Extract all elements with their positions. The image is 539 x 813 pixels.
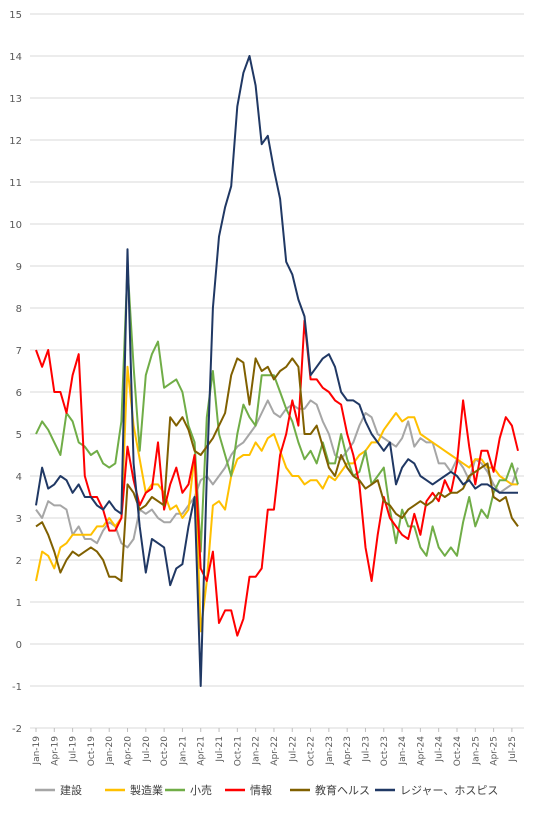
x-tick-label: Oct-19: [87, 736, 97, 767]
x-tick-label: Apr-21: [197, 736, 207, 766]
x-tick-label: Apr-25: [490, 736, 500, 766]
series-lines: [35, 55, 519, 687]
y-tick-label: 1: [16, 598, 22, 609]
x-tick-label: Jan-25: [471, 736, 481, 766]
legend-label: 製造業: [130, 783, 163, 797]
x-tick-label: Apr-23: [343, 736, 353, 766]
x-tick-label: Jul-21: [215, 736, 225, 763]
series-line-2: [35, 265, 519, 557]
y-tick-label: 9: [16, 262, 22, 273]
x-tick-label: Apr-19: [50, 736, 60, 766]
x-axis-ticks: Jan-19 Apr-19 Jul-19 Oct-19 Jan-20 Apr-20 Jul-…: [32, 728, 518, 766]
x-tick-label: Jan-19: [32, 736, 42, 766]
y-tick-label: 3: [16, 514, 22, 525]
series-line-5: [35, 55, 518, 687]
y-tick-label: -1: [12, 682, 22, 693]
y-tick-label: 12: [9, 136, 22, 147]
series-line-1: [35, 365, 518, 633]
legend-item: 建設: [35, 783, 82, 797]
x-tick-label: Oct-24: [453, 736, 463, 767]
legend-label: 教育ヘルス: [315, 783, 370, 797]
legend: 建設 製造業 小売 情報 教育ヘルス レジャー、ホスピス: [35, 783, 498, 797]
x-tick-label: Oct-22: [307, 736, 317, 766]
x-tick-label: Apr-22: [270, 736, 280, 766]
x-tick-label: Jan-20: [105, 736, 115, 766]
x-tick-label: Jan-24: [398, 736, 408, 766]
series-line-4: [35, 357, 519, 582]
y-tick-label: 6: [16, 388, 22, 399]
legend-label: 情報: [250, 784, 272, 797]
y-tick-label: 10: [9, 220, 22, 231]
legend-item: 教育ヘルス: [290, 783, 370, 797]
x-tick-label: Jan-21: [178, 736, 188, 766]
x-tick-label: Jan-23: [325, 736, 335, 766]
y-tick-label: 14: [9, 52, 22, 63]
x-tick-label: Apr-24: [416, 736, 426, 766]
x-tick-label: Apr-20: [124, 736, 134, 766]
legend-item: 情報: [225, 784, 272, 797]
series-line-3: [35, 319, 519, 637]
x-tick-label: Jul-23: [361, 736, 371, 763]
gridlines: [30, 13, 524, 729]
y-tick-label: 2: [16, 556, 22, 567]
x-tick-label: Oct-20: [160, 736, 170, 767]
x-tick-label: Jul-24: [435, 736, 445, 763]
x-tick-label: Oct-21: [233, 736, 243, 766]
legend-item: 小売: [165, 784, 212, 797]
x-tick-label: Jul-19: [69, 736, 79, 763]
legend-label: レジャー、ホスピス: [400, 784, 498, 797]
y-tick-label: 5: [16, 430, 22, 441]
x-tick-label: Oct-23: [380, 736, 390, 766]
y-tick-label: 7: [16, 346, 22, 357]
y-tick-label: -2: [12, 724, 22, 735]
y-tick-label: 0: [16, 640, 22, 651]
y-tick-label: 8: [16, 304, 22, 315]
x-tick-label: Jan-22: [252, 736, 262, 766]
legend-item: 製造業: [105, 783, 163, 797]
y-tick-label: 4: [16, 472, 22, 483]
x-tick-label: Jul-20: [142, 736, 152, 763]
legend-item: レジャー、ホスピス: [375, 784, 498, 797]
legend-label: 建設: [60, 783, 82, 797]
y-tick-label: 15: [9, 10, 22, 21]
y-tick-label: 13: [9, 94, 22, 105]
y-tick-label: 11: [9, 178, 22, 189]
legend-label: 小売: [190, 784, 212, 797]
x-tick-label: Jul-25: [508, 736, 518, 763]
x-tick-label: Jul-22: [288, 736, 298, 763]
